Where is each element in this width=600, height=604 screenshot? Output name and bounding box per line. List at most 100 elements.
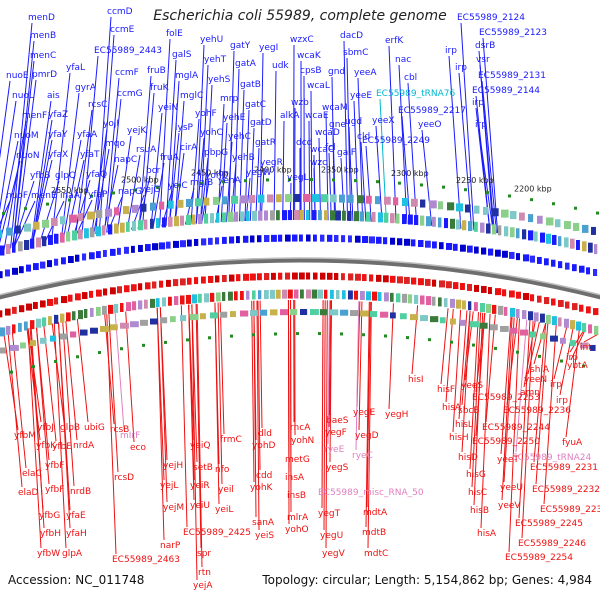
gc-tick bbox=[376, 180, 379, 183]
gene-label: hisB bbox=[470, 506, 489, 516]
feature-block bbox=[54, 315, 58, 324]
reverse-gene-arrow bbox=[208, 276, 213, 283]
gc-tick bbox=[46, 203, 49, 206]
gene-label: EC55989_tRNA24 bbox=[512, 453, 591, 463]
gene-label: wcaK bbox=[297, 51, 322, 61]
reverse-gene-arrow bbox=[215, 275, 219, 282]
gene-label: cbl bbox=[404, 73, 417, 83]
gene-label: EC55989_2233 bbox=[540, 505, 600, 515]
feature-block bbox=[222, 212, 226, 222]
feature-block bbox=[330, 309, 338, 315]
feature-block bbox=[540, 333, 546, 339]
forward-gene-arrow bbox=[334, 235, 338, 242]
gene-label: galS bbox=[172, 50, 192, 60]
feature-block bbox=[36, 237, 41, 247]
feature-block bbox=[30, 320, 34, 329]
reverse-gene-arrow bbox=[418, 278, 424, 285]
feature-block bbox=[285, 194, 292, 202]
feature-block bbox=[240, 311, 248, 317]
feature-block bbox=[528, 214, 533, 222]
feature-block bbox=[48, 235, 53, 245]
forward-gene-arrow bbox=[264, 235, 269, 242]
forward-gene-arrow bbox=[453, 244, 458, 251]
forward-gene-arrow bbox=[124, 247, 129, 254]
feature-block bbox=[60, 333, 67, 339]
gene-label: fruB bbox=[147, 66, 166, 76]
gene-label: hisF bbox=[437, 385, 455, 395]
gc-tick bbox=[508, 194, 511, 197]
feature-block bbox=[411, 199, 418, 207]
gene-label: nac bbox=[395, 55, 411, 65]
reverse-gene-arrow bbox=[82, 292, 87, 299]
forward-gene-arrow bbox=[292, 235, 297, 242]
gene-label: erfK bbox=[385, 36, 404, 46]
feature-block bbox=[51, 218, 58, 226]
reverse-gene-arrow bbox=[425, 279, 431, 286]
gene-label: elaD bbox=[18, 488, 39, 498]
gc-tick bbox=[560, 360, 563, 363]
forward-gene-arrow bbox=[502, 251, 508, 258]
gc-tick bbox=[296, 332, 299, 335]
gc-tick bbox=[516, 351, 519, 354]
feature-block bbox=[252, 290, 256, 299]
feature-block bbox=[384, 197, 391, 205]
feature-block bbox=[96, 307, 101, 316]
feature-block bbox=[15, 226, 21, 234]
gc-tick bbox=[32, 365, 35, 368]
gene-label: bcr bbox=[146, 166, 161, 176]
gene-label: nuoM bbox=[14, 131, 39, 141]
feature-block bbox=[432, 217, 436, 227]
feature-block bbox=[288, 210, 292, 220]
feature-block bbox=[282, 290, 287, 299]
feature-block bbox=[318, 290, 323, 299]
gene-label: yohD bbox=[252, 441, 276, 451]
forward-gene-arrow bbox=[565, 263, 570, 270]
gene-label: rcsC bbox=[88, 100, 107, 110]
feature-block bbox=[440, 317, 446, 323]
kbp-tick-label: 2200 kbp bbox=[514, 185, 552, 194]
accession-label: Accession: NC_011748 bbox=[8, 573, 144, 587]
feature-block bbox=[108, 224, 112, 234]
feature-block bbox=[0, 230, 2, 238]
reverse-gene-arrow bbox=[68, 295, 72, 302]
gene-label: dld bbox=[258, 429, 272, 439]
forward-gene-arrow bbox=[474, 247, 479, 254]
feature-block bbox=[390, 213, 395, 223]
feature-block bbox=[110, 324, 118, 330]
reverse-gene-arrow bbox=[61, 296, 67, 303]
feature-block bbox=[258, 195, 264, 203]
feature-block bbox=[378, 292, 381, 301]
gene-label: EC55989_2144 bbox=[472, 86, 540, 96]
feature-block bbox=[492, 208, 499, 216]
feature-block bbox=[230, 311, 236, 317]
feature-block bbox=[588, 324, 592, 333]
gene-label: yeeE bbox=[350, 91, 372, 101]
gene-label: galF bbox=[337, 148, 356, 158]
gene-leader-line bbox=[309, 121, 310, 220]
feature-block bbox=[204, 198, 209, 206]
feature-block bbox=[258, 290, 261, 299]
feature-block bbox=[432, 297, 435, 306]
gene-label: rcsD bbox=[114, 473, 134, 483]
feature-block bbox=[204, 214, 208, 224]
feature-block bbox=[591, 227, 596, 235]
forward-gene-arrow bbox=[89, 252, 95, 259]
feature-block bbox=[576, 322, 581, 331]
feature-block bbox=[250, 310, 258, 316]
reverse-gene-arrow bbox=[5, 309, 11, 316]
gene-label: hisC bbox=[468, 488, 487, 498]
gc-tick bbox=[428, 338, 431, 341]
reverse-gene-arrow bbox=[201, 277, 206, 284]
reverse-gene-arrow bbox=[166, 280, 171, 287]
reverse-gene-arrow bbox=[306, 273, 310, 280]
reverse-gene-arrow bbox=[348, 273, 353, 280]
feature-block bbox=[456, 220, 460, 230]
gene-label: vsr bbox=[476, 55, 490, 65]
feature-block bbox=[300, 290, 304, 299]
gc-tick bbox=[420, 183, 423, 186]
reverse-gene-arrow bbox=[19, 305, 24, 312]
gene-label: mqo bbox=[105, 139, 125, 149]
feature-block bbox=[20, 342, 26, 348]
gene-label: mrp bbox=[220, 94, 238, 104]
